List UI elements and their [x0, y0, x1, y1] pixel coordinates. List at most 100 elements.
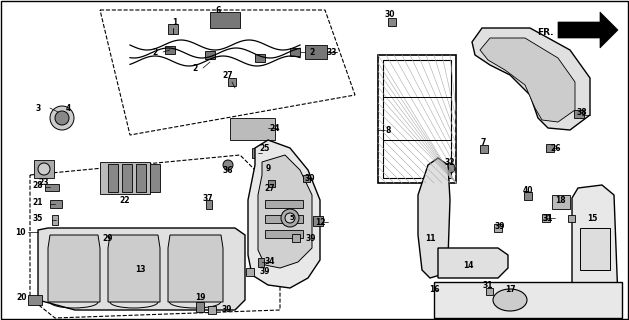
Polygon shape	[434, 282, 622, 318]
Text: 13: 13	[135, 266, 145, 275]
Text: 37: 37	[203, 194, 213, 203]
Text: 24: 24	[270, 124, 281, 132]
Bar	[524, 192, 532, 200]
Text: 15: 15	[587, 213, 597, 222]
Text: 34: 34	[265, 258, 276, 267]
Text: 39: 39	[306, 234, 316, 243]
Polygon shape	[168, 235, 223, 302]
Polygon shape	[108, 235, 160, 302]
Text: 20: 20	[17, 293, 27, 302]
Circle shape	[223, 160, 233, 170]
Text: 36: 36	[223, 165, 233, 174]
Bar	[196, 302, 204, 312]
Polygon shape	[48, 235, 100, 302]
Bar	[265, 215, 303, 223]
Bar	[290, 48, 300, 56]
Circle shape	[445, 163, 455, 173]
Bar	[480, 145, 488, 153]
Text: 31: 31	[543, 213, 554, 222]
Text: 2: 2	[309, 47, 314, 57]
Text: 29: 29	[103, 234, 113, 243]
Bar	[206, 200, 212, 209]
Bar	[208, 306, 216, 314]
Polygon shape	[418, 158, 450, 278]
Bar	[100, 162, 150, 194]
Text: 4: 4	[65, 103, 70, 113]
Bar	[122, 164, 132, 192]
Bar	[546, 144, 554, 152]
Text: 26: 26	[551, 143, 561, 153]
Text: 27: 27	[265, 183, 276, 193]
Text: 18: 18	[555, 196, 565, 204]
Text: 27: 27	[223, 70, 233, 79]
Polygon shape	[558, 12, 618, 48]
Text: 16: 16	[429, 285, 439, 294]
Bar	[28, 295, 42, 305]
Text: 22: 22	[120, 196, 130, 204]
Text: 39: 39	[222, 306, 232, 315]
Circle shape	[55, 111, 69, 125]
Bar	[552, 195, 570, 209]
Bar	[268, 180, 275, 187]
Bar	[255, 54, 265, 62]
Polygon shape	[258, 155, 312, 268]
Bar	[265, 200, 303, 208]
Bar	[52, 215, 58, 225]
Text: 6: 6	[215, 5, 221, 14]
Bar	[108, 164, 118, 192]
Bar	[252, 148, 258, 158]
Text: 33: 33	[326, 47, 337, 57]
Text: 30: 30	[304, 173, 315, 182]
Bar	[228, 78, 236, 86]
Bar	[165, 46, 175, 54]
Bar	[574, 110, 584, 118]
Text: 31: 31	[482, 281, 493, 290]
Text: 8: 8	[386, 125, 391, 134]
Text: 12: 12	[314, 218, 325, 227]
Text: 30: 30	[385, 10, 395, 19]
Bar	[292, 234, 300, 242]
Bar	[50, 200, 62, 208]
Text: 21: 21	[33, 197, 43, 206]
Bar	[168, 24, 178, 34]
Bar	[303, 175, 310, 182]
Text: 35: 35	[33, 213, 43, 222]
Text: 5: 5	[289, 215, 294, 221]
Bar	[568, 215, 575, 222]
Text: 39: 39	[495, 221, 505, 230]
Text: 14: 14	[463, 260, 473, 269]
Bar	[486, 288, 493, 295]
Text: 31: 31	[543, 213, 554, 222]
Bar	[265, 230, 303, 238]
Bar	[378, 55, 456, 183]
Text: 11: 11	[425, 234, 435, 243]
Text: 19: 19	[195, 293, 205, 302]
Bar	[230, 118, 275, 140]
Text: FR.: FR.	[537, 28, 554, 36]
Bar	[258, 258, 264, 267]
Text: 7: 7	[481, 138, 486, 147]
Polygon shape	[248, 140, 320, 288]
Polygon shape	[472, 28, 590, 130]
Text: 3: 3	[35, 103, 41, 113]
Text: 1: 1	[172, 18, 177, 27]
Polygon shape	[480, 38, 575, 122]
Ellipse shape	[493, 289, 527, 311]
Text: 2: 2	[152, 47, 158, 57]
Text: 40: 40	[523, 186, 533, 195]
Bar	[210, 12, 240, 28]
Circle shape	[38, 163, 50, 175]
Bar	[34, 160, 54, 178]
Text: 17: 17	[504, 285, 515, 294]
Text: 39: 39	[260, 268, 270, 276]
Text: 2: 2	[192, 63, 198, 73]
Polygon shape	[38, 228, 245, 310]
Text: 9: 9	[265, 164, 270, 172]
Bar	[388, 18, 396, 26]
Text: 23: 23	[39, 178, 49, 187]
Text: 25: 25	[260, 143, 270, 153]
Circle shape	[281, 209, 299, 227]
Bar	[305, 45, 327, 59]
Bar	[542, 214, 550, 222]
Text: 10: 10	[14, 228, 25, 236]
